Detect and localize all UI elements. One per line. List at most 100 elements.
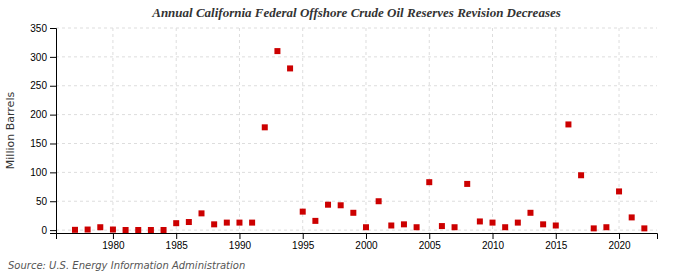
point [325,202,331,208]
grid [56,28,657,233]
tick: 1995 [292,233,315,251]
y-axis: 0 50 100 150 200 250 300 350 [30,23,56,236]
point [274,48,280,54]
tick-mark [50,230,56,231]
tick-label: 2010 [482,240,505,251]
title: Annual California Federal Offshore Crude… [151,5,561,20]
point [565,121,571,127]
point [629,214,635,220]
point [300,209,306,215]
tick: 50 [36,196,56,207]
tick-mark [176,233,177,239]
grid-line [56,114,657,115]
point [236,220,242,226]
tick-label: 150 [30,138,47,149]
grid-line [112,28,113,233]
y-axis-title: Million Barrels [4,92,17,170]
tick-label: 250 [30,80,47,91]
grid-line [429,28,430,233]
grid-line [619,28,620,233]
point [72,227,78,233]
tick-mark [50,143,56,144]
tick: 100 [30,167,56,178]
plot: 1980 1985 1990 1995 2000 2005 2010 2015 2020 0 50 1… [30,23,657,251]
grid-line [176,28,177,233]
point [641,225,647,231]
point [426,179,432,185]
tick: 150 [30,138,56,149]
tick: 1980 [102,233,125,251]
tick-mark [113,233,114,239]
point [148,227,154,233]
point [350,210,356,216]
tick-mark [50,86,56,87]
grid-line [56,172,657,173]
tick-label: 1990 [229,240,252,251]
tick-label: 1980 [102,240,125,251]
tick: 300 [30,52,56,63]
tick-mark [50,57,56,58]
point [211,221,217,227]
point [249,220,255,226]
tick: 2010 [482,233,505,251]
grid-line [56,230,657,231]
tick-label: 0 [41,225,47,236]
tick-label: 2015 [545,240,568,251]
tick-label: 200 [30,109,47,120]
grid-line [56,56,657,57]
point [452,224,458,230]
tick-mark [619,233,620,239]
tick-mark [493,233,494,239]
point [401,221,407,227]
tick: 1985 [166,233,189,251]
point [161,227,167,233]
point [224,220,230,226]
grid-line [56,85,657,86]
point [553,222,559,228]
grid-line [56,201,657,202]
grid-line [555,28,556,233]
tick-mark [303,233,304,239]
point [515,220,521,226]
point [173,220,179,226]
point [262,124,268,130]
point [603,224,609,230]
chart: 1980 1985 1990 1995 2000 2005 2010 2015 2020 0 50 1… [0,0,675,275]
tick-mark [239,233,240,239]
tick-mark [50,172,56,173]
point [199,210,205,216]
point [527,210,533,216]
point [312,218,318,224]
tick-label: 100 [30,167,47,178]
tick-label: 2020 [608,240,631,251]
axis-line [57,234,658,240]
tick-label: 1995 [292,240,315,251]
tick: 350 [30,23,56,34]
point [85,227,91,233]
point [616,188,622,194]
tick-mark [366,233,367,239]
tick: 250 [30,80,56,91]
points [72,48,647,233]
x-axis: 1980 1985 1990 1995 2000 2005 2010 2015 2020 [57,233,658,251]
tick: 2000 [355,233,378,251]
point [376,198,382,204]
tick-label: 300 [30,52,47,63]
tick: 2005 [419,233,442,251]
tick-mark [50,115,56,116]
grid-line [492,28,493,233]
point [578,172,584,178]
grid-line [56,143,657,144]
point [338,202,344,208]
grid-line [365,28,366,233]
tick: 1990 [229,233,252,251]
tick-label: 1985 [166,240,189,251]
tick-label: 2005 [419,240,442,251]
axis-line [50,29,57,234]
point [490,220,496,226]
tick: 0 [41,225,56,236]
point [123,227,129,233]
tick-label: 50 [36,196,48,207]
point [591,225,597,231]
point [135,227,141,233]
